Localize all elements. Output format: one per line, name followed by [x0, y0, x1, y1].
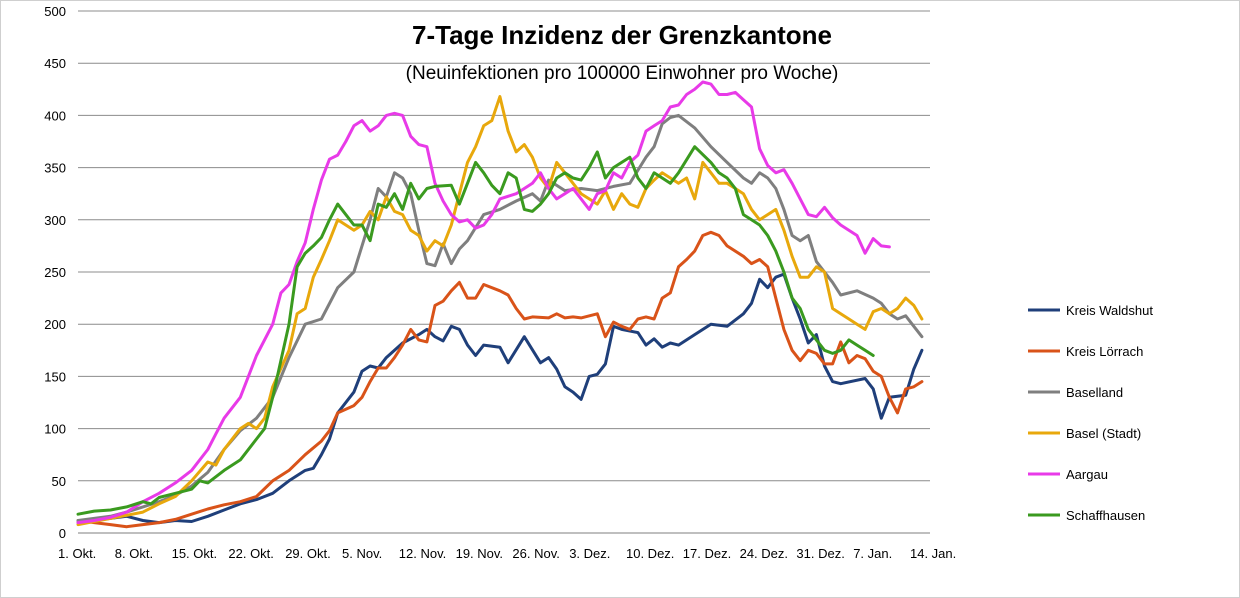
x-tick-label: 22. Okt.	[228, 546, 274, 561]
series-line-kreis-l-rrach	[76, 230, 924, 529]
x-tick-label: 1. Okt.	[58, 546, 96, 561]
legend-label: Kreis Lörrach	[1066, 344, 1143, 359]
series-line-schaffhausen	[76, 145, 875, 516]
chart-subtitle: (Neuinfektionen pro 100000 Einwohner pro…	[406, 63, 839, 84]
x-tick-label: 5. Nov.	[342, 546, 382, 561]
x-tick-label: 8. Okt.	[115, 546, 153, 561]
y-tick-label: 100	[44, 422, 66, 437]
x-tick-label: 24. Dez.	[740, 546, 788, 561]
gridlines	[78, 10, 930, 534]
x-tick-label: 29. Okt.	[285, 546, 331, 561]
x-tick-label: 15. Okt.	[172, 546, 218, 561]
x-tick-label: 10. Dez.	[626, 546, 674, 561]
legend-label: Schaffhausen	[1066, 508, 1145, 523]
x-tick-label: 7. Jan.	[853, 546, 892, 561]
y-tick-label: 300	[44, 213, 66, 228]
legend-label: Kreis Waldshut	[1066, 303, 1153, 318]
legend-label: Aargau	[1066, 467, 1108, 482]
legend-label: Baselland	[1066, 385, 1123, 400]
y-tick-label: 450	[44, 56, 66, 71]
y-tick-label: 50	[52, 474, 66, 489]
x-tick-label: 17. Dez.	[683, 546, 731, 561]
series-line-basel-stadt-	[76, 95, 924, 527]
y-tick-label: 400	[44, 108, 66, 123]
series-line-kreis-waldshut	[76, 272, 924, 525]
legend: Kreis Waldshut Kreis Lörrach Baselland Base…	[1028, 303, 1153, 523]
y-tick-label: 150	[44, 369, 66, 384]
x-tick-label: 12. Nov.	[399, 546, 446, 561]
chart-title: 7-Tage Inzidenz der Grenzkantone	[412, 20, 832, 50]
y-tick-label: 500	[44, 4, 66, 19]
series-line-aargau	[76, 80, 891, 525]
x-tick-label: 3. Dez.	[569, 546, 610, 561]
x-tick-label: 26. Nov.	[512, 546, 559, 561]
x-tick-label: 14. Jan.	[910, 546, 956, 561]
legend-label: Basel (Stadt)	[1066, 426, 1141, 441]
x-tick-label: 19. Nov.	[456, 546, 503, 561]
y-tick-label: 350	[44, 161, 66, 176]
axes: 0 50 100 150 200 250 300 350 400 450 500 1. Okt. 8. …	[44, 4, 956, 561]
x-tick-label: 31. Dez.	[796, 546, 844, 561]
y-tick-label: 0	[59, 526, 66, 541]
series-line-baselland	[76, 113, 924, 522]
series-lines	[76, 80, 924, 529]
y-tick-label: 200	[44, 317, 66, 332]
y-tick-label: 250	[44, 265, 66, 280]
